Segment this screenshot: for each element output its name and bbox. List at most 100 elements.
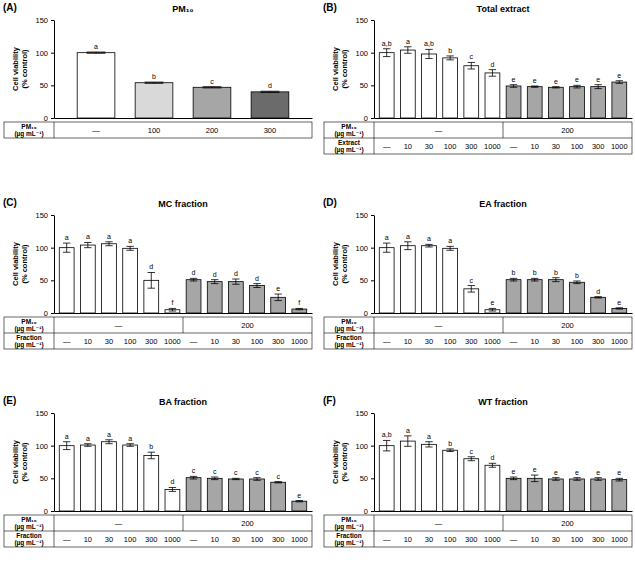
x-tick-label: 1000 (611, 535, 628, 544)
title: Total extract (477, 4, 530, 14)
x-tick-label: — (190, 337, 198, 346)
y-tick: 100 (355, 442, 374, 451)
error-cap (425, 49, 432, 50)
x-tick-label: 30 (425, 337, 433, 346)
error-cap (87, 53, 106, 54)
error-cap (531, 85, 538, 86)
panel-label: (C) (3, 197, 17, 208)
x-tick-label: 30 (425, 142, 433, 151)
significance-letter: e (512, 76, 516, 83)
table-row-label: (µg mL⁻¹) (14, 130, 43, 138)
plot-area (379, 242, 626, 313)
x-tick-label: 100 (124, 337, 137, 346)
x-axis-line (375, 511, 633, 512)
bar (59, 446, 74, 511)
bar (193, 87, 231, 118)
error-cap (63, 441, 70, 442)
panel: (A)PM₁₀abcd050100150Cell viability(% con… (3, 2, 313, 138)
error-cap (573, 477, 580, 478)
bar (250, 479, 265, 511)
panel: (D)EA fractionaaaacebbbbde050100150Cell … (323, 197, 633, 349)
bar (379, 446, 394, 511)
y-axis: 050100150 (355, 211, 374, 318)
error-cap (510, 278, 517, 279)
y-axis-title: (% control) (20, 49, 29, 89)
error-cap (425, 441, 432, 442)
y-tick-label: 100 (35, 49, 48, 58)
error-cap (203, 87, 222, 88)
y-axis-title: Cell viability (11, 46, 20, 91)
y-axis-title: Cell viability (11, 241, 20, 286)
significance-letter: a,b (382, 431, 392, 438)
bar (292, 501, 307, 511)
error-cap (148, 458, 155, 459)
error-cap (383, 252, 390, 253)
x-tick-label: — (510, 337, 518, 346)
table-divider (503, 317, 504, 333)
y-axis-line (54, 414, 55, 512)
error-cap (616, 80, 623, 81)
y-axis: 050100150 (35, 16, 54, 123)
error-cap (148, 452, 155, 453)
significance-letter: b (533, 269, 537, 276)
title: MC fraction (158, 199, 208, 209)
x-tick-label: 1000 (611, 142, 628, 151)
error-cap (510, 479, 517, 480)
bar (59, 248, 74, 313)
table-cell: 200 (561, 321, 574, 330)
error-cap (190, 478, 197, 479)
error-cap (261, 92, 280, 93)
table-row-label: (µg mL⁻¹) (334, 146, 363, 154)
x-tick-label: 300 (592, 142, 605, 151)
table-divider (183, 515, 184, 531)
bar (443, 58, 458, 118)
error-cap (145, 83, 164, 84)
y-tick-label: 50 (360, 276, 368, 285)
y-tick-mark (51, 446, 54, 447)
x-tick-label: 300 (264, 126, 277, 135)
error-cap (489, 308, 496, 309)
y-axis-line (374, 21, 375, 119)
error-cap (531, 87, 538, 88)
error-cap (552, 477, 559, 478)
dose-table: PM₁₀(µg mL⁻¹)—100200300 (4, 122, 312, 138)
error-cap (232, 478, 239, 479)
significance-letter: a,b (424, 40, 434, 47)
significance-letter: e (533, 466, 537, 473)
bar (591, 479, 606, 511)
error-cap (274, 294, 281, 295)
significance-letter: d (255, 275, 259, 282)
error-cap (274, 481, 281, 482)
y-axis: 050100150 (35, 409, 54, 516)
y-axis-title: (% control) (340, 244, 349, 284)
bar (591, 87, 606, 118)
error-cap (190, 278, 197, 279)
table-row-label: PM₁₀ (341, 516, 356, 523)
table-divider (503, 122, 504, 138)
bar (292, 309, 307, 313)
table-divider (503, 515, 504, 531)
bar (527, 280, 542, 313)
y-tick-label: 100 (35, 442, 48, 451)
error-cap (296, 500, 303, 501)
y-tick: 50 (40, 474, 54, 483)
error-bar (428, 49, 429, 58)
significance-letter: c (192, 467, 196, 474)
table-row-label: PM₁₀ (21, 123, 36, 130)
bar (422, 246, 437, 313)
bar (102, 244, 117, 313)
significance-letter: a (427, 433, 431, 440)
bar (548, 280, 563, 313)
table-row-label: Extract (338, 139, 361, 146)
significance-letter: a (65, 433, 69, 440)
x-tick-label: — (63, 535, 71, 544)
error-cap (148, 272, 155, 273)
x-tick-label: 300 (272, 337, 285, 346)
error-cap (446, 448, 453, 449)
error-bar (598, 85, 599, 89)
x-axis (55, 118, 313, 119)
y-tick: 0 (44, 507, 54, 516)
x-axis-line (55, 511, 313, 512)
significance-letter: e (554, 78, 558, 85)
bar (612, 480, 627, 511)
